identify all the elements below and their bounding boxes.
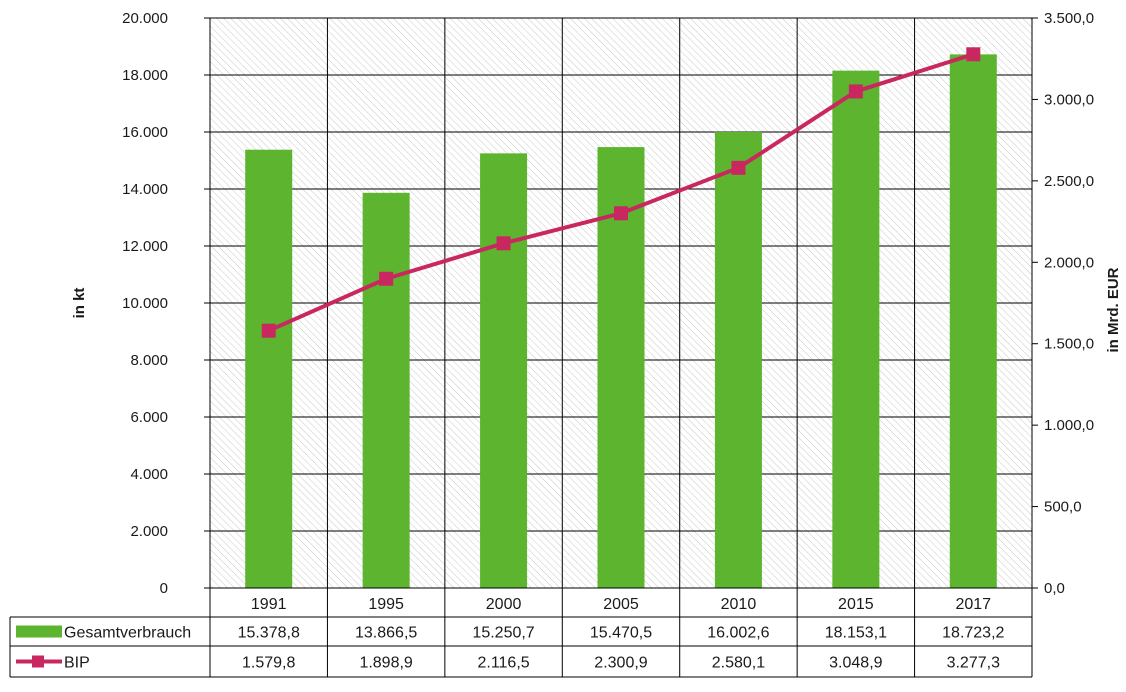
table-value-bip: 2.300,9 xyxy=(594,655,647,672)
legend-marker-bip xyxy=(32,655,44,668)
left-tick-label: 16.000 xyxy=(122,124,168,141)
bar-gesamtverbrauch xyxy=(832,70,880,588)
right-tick-label: 3.500,0 xyxy=(1044,10,1094,27)
left-tick-label: 14.000 xyxy=(122,181,168,198)
right-tick-label: 1.500,0 xyxy=(1044,336,1094,353)
bip-marker xyxy=(379,271,394,286)
table-category-label: 2017 xyxy=(955,596,991,613)
table-value-gesamtverbrauch: 16.002,6 xyxy=(707,625,769,642)
bip-marker xyxy=(848,84,863,99)
bip-marker xyxy=(496,236,511,251)
bar-gesamtverbrauch xyxy=(949,54,997,589)
table-category-label: 1991 xyxy=(251,596,287,613)
table-category-label: 2010 xyxy=(721,596,757,613)
left-tick-label: 10.000 xyxy=(122,295,168,312)
table-category-label: 2005 xyxy=(603,596,639,613)
left-tick-label: 8.000 xyxy=(130,352,168,369)
left-axis-title: in kt xyxy=(71,288,88,319)
table-value-bip: 3.277,3 xyxy=(947,655,1000,672)
right-axis-title: in Mrd. EUR xyxy=(1105,267,1122,352)
bars xyxy=(245,54,997,589)
bar-gesamtverbrauch xyxy=(714,131,762,588)
legend-label-gesamtverbrauch: Gesamtverbrauch xyxy=(64,625,191,642)
bip-marker xyxy=(614,206,628,221)
bip-marker xyxy=(261,323,276,338)
table-category-label: 2000 xyxy=(486,596,522,613)
left-tick-label: 2.000 xyxy=(130,523,168,540)
table-value-gesamtverbrauch: 13.866,5 xyxy=(355,625,417,642)
table-value-gesamtverbrauch: 15.470,5 xyxy=(590,625,652,642)
left-tick-label: 6.000 xyxy=(130,409,168,426)
right-tick-label: 0,0 xyxy=(1044,580,1065,597)
left-tick-label: 0 xyxy=(160,580,168,597)
table-value-bip: 2.116,5 xyxy=(477,655,529,672)
table-value-gesamtverbrauch: 18.723,2 xyxy=(942,625,1004,642)
right-tick-label: 3.000,0 xyxy=(1044,91,1094,108)
table-category-label: 2015 xyxy=(838,596,874,613)
table-category-label: 1995 xyxy=(368,596,404,613)
bar-gesamtverbrauch xyxy=(245,149,293,588)
bar-gesamtverbrauch xyxy=(362,192,410,588)
left-axis-ticks: 0 2.000 4.000 6.000 8.000 10.000 12.000 14.000 1… xyxy=(122,10,210,597)
table-value-gesamtverbrauch: 18.153,1 xyxy=(825,625,887,642)
left-tick-label: 4.000 xyxy=(130,466,168,483)
table-value-bip: 3.048,9 xyxy=(829,655,882,672)
table-value-bip: 2.580,1 xyxy=(712,655,765,672)
grid xyxy=(209,17,1033,589)
data-table: 1991 1995 2000 2005 2010 2015 2017 Gesamtverbra… xyxy=(9,587,1033,678)
table-value-bip: 1.579,8 xyxy=(242,655,295,672)
bip-marker xyxy=(966,47,981,62)
right-tick-label: 1.000,0 xyxy=(1044,417,1094,434)
table-value-gesamtverbrauch: 15.378,8 xyxy=(238,625,300,642)
legend-label-bip: BIP xyxy=(64,655,90,672)
bar-gesamtverbrauch xyxy=(480,153,528,589)
right-tick-label: 2.500,0 xyxy=(1044,173,1094,190)
table-value-bip: 1.898,9 xyxy=(359,655,412,672)
bip-line-series xyxy=(261,47,981,338)
left-tick-label: 20.000 xyxy=(122,10,168,27)
right-axis-ticks: 0,0 500,0 1.000,0 1.500,0 2.000,0 2.500,0 3.00… xyxy=(1032,10,1094,597)
left-tick-label: 18.000 xyxy=(122,67,168,84)
right-tick-label: 2.000,0 xyxy=(1044,254,1094,271)
right-tick-label: 500,0 xyxy=(1044,499,1082,516)
table-value-gesamtverbrauch: 15.250,7 xyxy=(472,625,534,642)
bar-gesamtverbrauch xyxy=(597,147,645,588)
bip-marker xyxy=(731,160,746,175)
left-tick-label: 12.000 xyxy=(122,238,168,255)
legend-swatch-gesamtverbrauch xyxy=(16,625,62,638)
